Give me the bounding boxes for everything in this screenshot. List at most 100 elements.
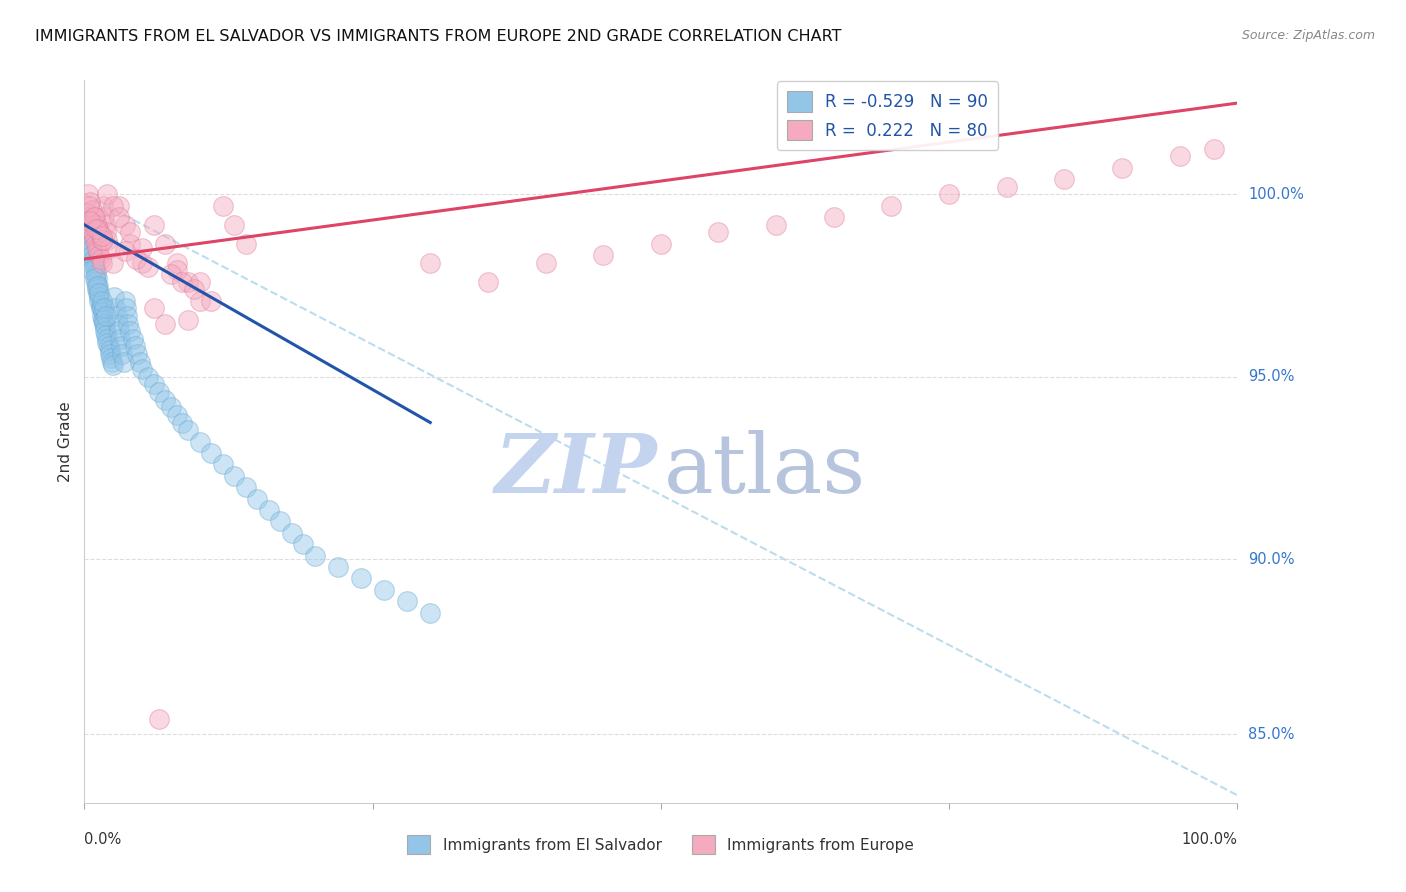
Point	[103, 290, 125, 304]
Point	[419, 256, 441, 270]
Point	[120, 324, 142, 338]
Point	[114, 218, 136, 232]
Point	[104, 301, 127, 316]
Point	[172, 275, 194, 289]
Point	[224, 468, 246, 483]
Point	[477, 275, 499, 289]
Text: 100.0%: 100.0%	[1249, 186, 1305, 202]
Point	[1168, 149, 1191, 163]
Point	[765, 218, 787, 232]
Point	[131, 256, 153, 270]
Point	[177, 313, 200, 327]
Point	[166, 408, 188, 422]
Point	[96, 332, 118, 346]
Point	[83, 256, 105, 270]
Point	[86, 271, 108, 285]
Point	[89, 252, 111, 266]
Point	[110, 339, 132, 353]
Point	[880, 199, 903, 213]
Point	[90, 229, 112, 244]
Point	[111, 347, 134, 361]
Point	[93, 301, 115, 316]
Point	[98, 241, 121, 255]
Point	[1053, 172, 1076, 186]
Point	[188, 434, 211, 449]
Point	[115, 309, 138, 323]
Text: 85.0%: 85.0%	[1249, 727, 1295, 742]
Point	[89, 293, 111, 308]
Point	[103, 199, 124, 213]
Point	[114, 244, 136, 259]
Point	[1204, 142, 1226, 156]
Point	[235, 236, 257, 251]
Point	[166, 256, 188, 270]
Point	[304, 549, 326, 563]
Point	[91, 313, 114, 327]
Point	[326, 560, 349, 574]
Point	[86, 241, 108, 255]
Point	[211, 458, 233, 472]
Point	[76, 206, 98, 220]
Point	[83, 263, 105, 277]
Point	[101, 354, 124, 368]
Point	[96, 233, 118, 247]
Point	[93, 210, 115, 224]
Point	[160, 267, 183, 281]
Point	[91, 233, 114, 247]
Point	[136, 260, 159, 274]
Point	[419, 606, 441, 620]
Point	[90, 293, 112, 308]
Text: Source: ZipAtlas.com: Source: ZipAtlas.com	[1241, 29, 1375, 42]
Point	[76, 214, 98, 228]
Point	[177, 423, 200, 437]
Point	[80, 236, 103, 251]
Point	[90, 256, 112, 270]
Point	[89, 290, 111, 304]
Point	[188, 293, 211, 308]
Point	[100, 351, 122, 365]
Point	[89, 298, 111, 312]
Point	[211, 199, 233, 213]
Point	[112, 354, 135, 368]
Point	[96, 187, 118, 202]
Point	[246, 491, 269, 506]
Point	[117, 317, 139, 331]
Point	[153, 392, 176, 407]
Point	[188, 275, 211, 289]
Point	[91, 199, 114, 213]
Point	[938, 187, 960, 202]
Point	[89, 248, 111, 262]
Point	[84, 267, 107, 281]
Point	[125, 252, 148, 266]
Point	[82, 202, 104, 217]
Point	[87, 278, 110, 293]
Point	[235, 480, 257, 494]
Point	[79, 214, 101, 228]
Point	[128, 354, 150, 368]
Point	[172, 416, 194, 430]
Point	[82, 226, 104, 240]
Text: 100.0%: 100.0%	[1181, 831, 1237, 847]
Point	[281, 525, 304, 540]
Point	[82, 263, 104, 277]
Point	[83, 252, 105, 266]
Text: IMMIGRANTS FROM EL SALVADOR VS IMMIGRANTS FROM EUROPE 2ND GRADE CORRELATION CHAR: IMMIGRANTS FROM EL SALVADOR VS IMMIGRANT…	[35, 29, 842, 44]
Point	[87, 286, 110, 301]
Point	[177, 275, 200, 289]
Text: 0.0%: 0.0%	[84, 831, 121, 847]
Point	[121, 332, 143, 346]
Point	[79, 194, 101, 209]
Point	[108, 332, 131, 346]
Point	[148, 385, 170, 400]
Point	[96, 328, 118, 343]
Point	[90, 301, 112, 316]
Point	[257, 503, 280, 517]
Point	[142, 218, 165, 232]
Point	[350, 571, 373, 585]
Point	[166, 263, 188, 277]
Point	[89, 301, 111, 316]
Point	[77, 218, 100, 232]
Point	[76, 210, 98, 224]
Point	[105, 309, 128, 323]
Point	[108, 210, 131, 224]
